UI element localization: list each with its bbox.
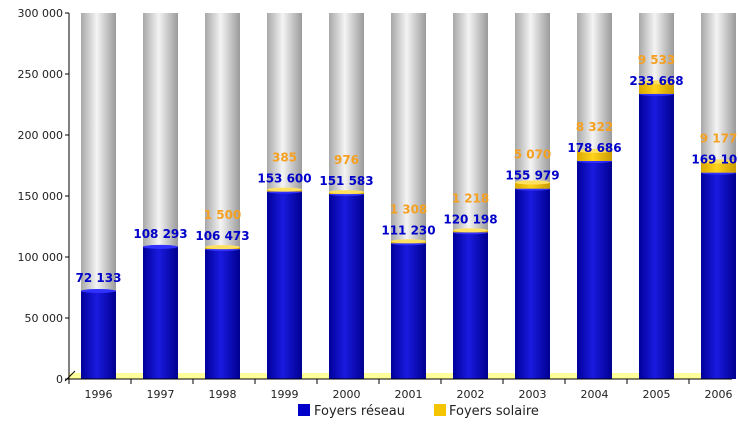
legend: Foyers réseau Foyers solaire <box>298 404 539 419</box>
bar-foyers-solaire-top <box>329 190 364 195</box>
x-tick-label: 1998 <box>209 388 237 401</box>
legend-label-foyers-reseau: Foyers réseau <box>314 404 405 419</box>
y-tick-label: 300 000 <box>18 7 64 20</box>
value-label-solaire: 385 <box>272 151 297 165</box>
value-label-reseau: 155 979 <box>505 169 559 183</box>
value-label-reseau: 153 600 <box>257 172 311 186</box>
bar-foyers-reseau-top <box>81 288 116 293</box>
x-tick-label: 2003 <box>519 388 547 401</box>
x-tick-label: 1996 <box>85 388 113 401</box>
value-label-solaire: 9 533 <box>638 53 676 67</box>
bar-foyers-reseau <box>701 172 736 379</box>
y-tick-label: 250 000 <box>18 68 64 81</box>
bar-foyers-reseau <box>453 232 488 379</box>
legend-label-foyers-solaire: Foyers solaire <box>449 404 539 419</box>
value-label-reseau: 233 668 <box>629 74 683 88</box>
bar-foyers-reseau <box>143 246 178 379</box>
bar-foyers-solaire-top <box>639 80 674 85</box>
legend-swatch-foyers-reseau <box>298 404 310 416</box>
x-tick-label: 2006 <box>705 388 733 401</box>
bar-foyers-solaire-top <box>453 228 488 233</box>
x-tick-label: 1997 <box>147 388 175 401</box>
x-tick-label: 2005 <box>643 388 671 401</box>
bar-foyers-solaire <box>577 150 612 162</box>
y-tick-label: 200 000 <box>18 129 64 142</box>
bar-foyers-reseau <box>267 191 302 379</box>
value-label-solaire: 8 322 <box>576 120 614 134</box>
x-tick-label: 2002 <box>457 388 485 401</box>
bar-foyers-solaire-top <box>267 187 302 192</box>
bar-foyers-solaire <box>515 182 550 189</box>
value-label-solaire: 1 218 <box>452 191 490 205</box>
bar-foyers-reseau <box>639 93 674 379</box>
bar-foyers-solaire-top <box>205 245 240 250</box>
value-label-solaire: 1 308 <box>390 202 428 216</box>
legend-swatch-foyers-solaire <box>434 404 446 416</box>
value-label-reseau: 120 198 <box>443 212 497 226</box>
bar-foyers-reseau <box>577 161 612 379</box>
bar-foyers-reseau <box>329 194 364 379</box>
bar-foyers-reseau <box>81 290 116 379</box>
value-label-reseau: 111 230 <box>381 223 435 237</box>
x-tick-label: 2000 <box>333 388 361 401</box>
y-tick-label: 100 000 <box>18 251 64 264</box>
bar-foyers-reseau <box>391 243 426 379</box>
value-labels: 72 133 108 293 106 473 1 500 153 600 385 151 5… <box>76 53 738 285</box>
bar-foyers-reseau <box>205 249 240 379</box>
y-tick-label: 50 000 <box>25 312 64 325</box>
value-label-solaire: 976 <box>334 153 359 167</box>
x-tick-label: 1999 <box>271 388 299 401</box>
bar-foyers-reseau-top <box>143 244 178 249</box>
value-label-reseau: 169 109 <box>691 153 738 167</box>
y-tick-label: 150 000 <box>18 190 64 203</box>
value-label-solaire: 5 070 <box>514 148 552 162</box>
value-label-reseau: 108 293 <box>133 227 187 241</box>
axes: 1996 1997 1998 1999 2000 2001 2002 2003 2004 2005… <box>18 7 733 401</box>
value-label-reseau: 178 686 <box>567 141 621 155</box>
value-label-reseau: 72 133 <box>76 271 122 285</box>
value-label-solaire: 9 177 <box>700 132 738 146</box>
bars <box>81 80 736 379</box>
bar-foyers-solaire-top <box>577 148 612 153</box>
bar-foyers-solaire <box>639 82 674 94</box>
value-label-solaire: 1 500 <box>204 208 242 222</box>
bar-foyers-solaire <box>701 161 736 173</box>
bar-foyers-solaire-top <box>701 159 736 164</box>
value-label-reseau: 151 583 <box>319 174 373 188</box>
y-tick-label: 0 <box>56 373 63 386</box>
bar-foyers-solaire-top <box>391 239 426 244</box>
value-label-reseau: 106 473 <box>195 229 249 243</box>
x-tick-label: 2004 <box>581 388 609 401</box>
bar-foyers-reseau <box>515 188 550 379</box>
x-tick-label: 2001 <box>395 388 423 401</box>
bar-foyers-solaire-top <box>515 180 550 185</box>
